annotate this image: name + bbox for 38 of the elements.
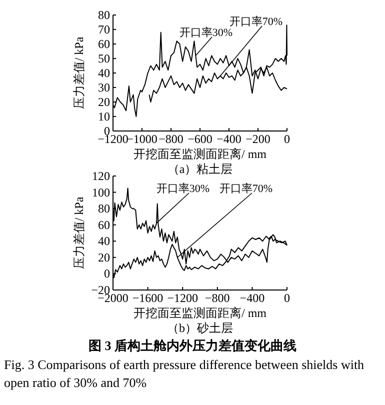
x-tick-label: −600: [188, 132, 212, 146]
x-tick-label: −200: [246, 132, 270, 146]
y-axis-title: 压力差值/ kPa: [72, 196, 86, 270]
y-tick-label: 100: [92, 185, 110, 200]
text: （b）砂土层: [167, 321, 233, 335]
y-tick-label: 120: [92, 169, 110, 183]
caption: Fig. 3 Comparisons of earth pressure difference between shields with open ratio of 30% and 70%: [4, 356, 366, 392]
x-tick-label: −800: [205, 291, 230, 305]
x-tick-label: 0: [284, 291, 290, 305]
x-tick-label: −1600: [132, 291, 164, 305]
x-tick-label: −1000: [126, 132, 158, 146]
y-tick-label: 80: [98, 202, 110, 216]
x-tick-label: −800: [158, 132, 184, 146]
y-tick-label: 20: [98, 250, 110, 264]
y-tick-label: 60: [98, 218, 110, 232]
y-tick-label: 50: [98, 52, 110, 66]
x-tick-label: −400: [216, 132, 242, 146]
y-tick-label: 40: [98, 234, 110, 248]
y-tick-label: 40: [98, 66, 110, 80]
x-tick-label: −1200: [167, 291, 198, 305]
y-tick-label: 20: [98, 95, 110, 109]
x-tick-label: −400: [240, 291, 265, 305]
x-tick-label: 0: [284, 132, 290, 146]
y-tick-label: 70: [98, 22, 110, 36]
text: （a）粘土层: [167, 162, 233, 176]
y-axis-title: 压力差值/ kPa: [72, 36, 86, 110]
caption: 图 3 盾构土舱内外压力差值变化曲线: [88, 338, 296, 353]
y-tick-label: 30: [98, 80, 110, 94]
y-tick-label: 60: [98, 37, 110, 51]
text: 开口率70%: [219, 182, 273, 195]
series-label: 开口率30%: [179, 26, 233, 39]
y-tick-label: 10: [98, 110, 110, 124]
series-label: 开口率70%: [229, 15, 283, 28]
x-axis-title: 开挖面至监测面距离/ mm: [133, 147, 268, 161]
x-axis-title: 开挖面至监测面距离/ mm: [133, 306, 268, 320]
series-label: 开口率30%: [156, 182, 210, 195]
y-tick-label: 0: [104, 266, 110, 281]
y-tick-label: 80: [98, 8, 110, 22]
